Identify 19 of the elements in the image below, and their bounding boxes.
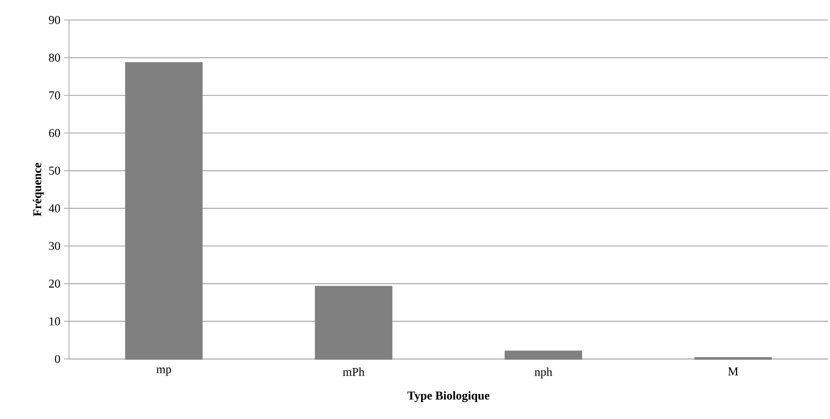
- x-tick-label: M: [728, 368, 738, 376]
- y-tick-label: 20: [49, 280, 60, 288]
- y-tick-label: 70: [49, 91, 60, 100]
- y-tick-label: 30: [49, 242, 60, 250]
- y-tick-label: 80: [48, 54, 60, 62]
- x-tick-label: nph: [534, 368, 552, 378]
- y-tick-label: 40: [48, 204, 60, 212]
- y-tick-label: 0: [54, 354, 60, 364]
- y-tick-label: 60: [49, 128, 60, 138]
- y-tick-label: 10: [50, 317, 60, 326]
- y-axis-title: Fréquence: [32, 162, 44, 216]
- bar: [504, 350, 582, 360]
- bar: [314, 286, 392, 360]
- x-axis-title: Type Biologique: [407, 391, 490, 402]
- y-tick-label: 50: [49, 166, 60, 175]
- x-tick-label: mPh: [342, 368, 364, 376]
- bar: [125, 62, 203, 360]
- y-tick-label: 90: [48, 16, 60, 24]
- x-tick-label: mp: [156, 368, 172, 376]
